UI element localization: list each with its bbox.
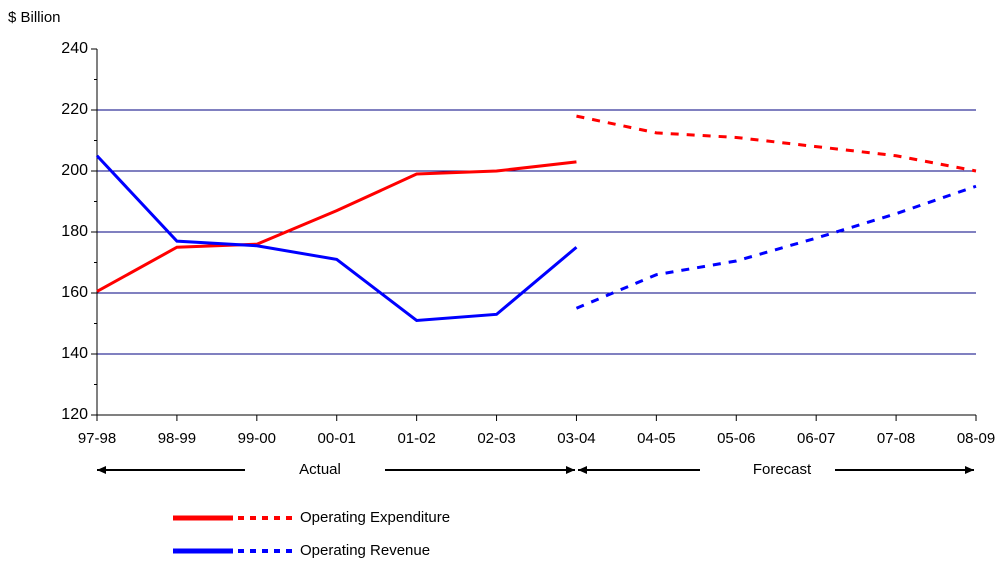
x-tick-label: 08-09 [957, 430, 995, 447]
annotation: Actual [299, 461, 341, 478]
x-tick-label: 07-08 [877, 430, 915, 447]
actual-line [95, 154, 578, 322]
arrow-head [566, 466, 575, 474]
x-tick-label: 05-06 [717, 430, 755, 447]
y-tick-label: 220 [61, 101, 88, 118]
actual-line [96, 160, 577, 293]
x-tick-label: 04-05 [637, 430, 675, 447]
legend-label: Operating Expenditure [300, 509, 450, 526]
arrow-head [97, 466, 106, 474]
x-tick-label: 98-99 [158, 430, 196, 447]
x-tick-label: 00-01 [318, 430, 356, 447]
x-tick-label: 01-02 [397, 430, 435, 447]
forecast-line [575, 184, 977, 310]
y-tick-label: 160 [61, 284, 88, 301]
y-tick-label: 200 [61, 162, 88, 179]
y-tick-label: 180 [61, 223, 88, 240]
x-tick-label: 02-03 [477, 430, 515, 447]
y-tick-label: 240 [61, 40, 88, 57]
forecast-line [576, 114, 977, 173]
x-tick-label: 03-04 [557, 430, 595, 447]
annotation: Forecast [753, 461, 812, 478]
x-tick-label: 97-98 [78, 430, 116, 447]
x-tick-label: 99-00 [238, 430, 276, 447]
y-tick-label: 120 [61, 406, 88, 423]
y-tick-label: 140 [61, 345, 88, 362]
legend-label: Operating Revenue [300, 542, 430, 559]
arrow-head [578, 466, 587, 474]
x-tick-label: 06-07 [797, 430, 835, 447]
arrow-head [965, 466, 974, 474]
y-axis-label: $ Billion [8, 9, 61, 26]
